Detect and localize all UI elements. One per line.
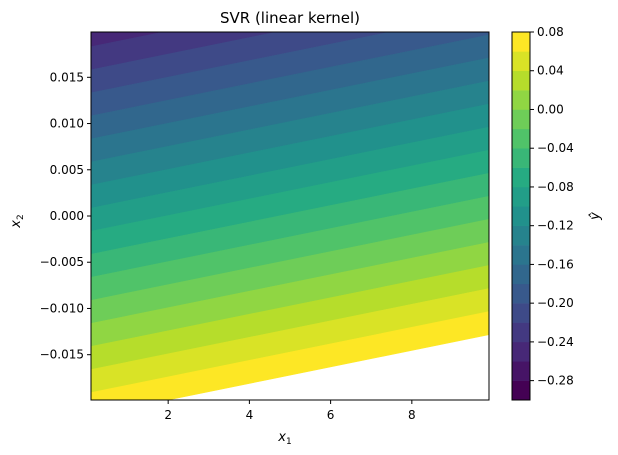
colorbar-tick-label: −0.08 xyxy=(537,180,574,194)
colorbar-segment xyxy=(512,341,530,362)
colorbar-tick-label: −0.16 xyxy=(537,257,574,271)
y-axis-label: x2 xyxy=(9,214,26,228)
colorbar-segment xyxy=(512,32,530,52)
colorbar-segment xyxy=(512,206,530,226)
x-tick-label: 2 xyxy=(164,408,172,422)
colorbar-segment xyxy=(512,167,530,188)
contour-fill-layer xyxy=(91,32,489,400)
colorbar-tick-label: −0.28 xyxy=(537,374,574,388)
colorbar-tick-label: −0.24 xyxy=(537,335,574,349)
colorbar-frame xyxy=(511,31,531,401)
colorbar-segment xyxy=(512,283,530,304)
colorbar-segment xyxy=(512,245,530,265)
colorbar-label: ŷ xyxy=(588,212,603,221)
y-tick-label: −0.015 xyxy=(40,348,84,362)
x-axis-label: x1 xyxy=(277,430,291,447)
colorbar xyxy=(512,32,530,400)
colorbar-segment xyxy=(512,225,530,246)
y-axis-ticks: −0.015 −0.010 −0.005 0.000 0.005 0.010 0.015 xyxy=(40,70,91,362)
x-tick-label: 4 xyxy=(246,408,254,422)
colorbar-segment xyxy=(512,128,530,149)
x-axis-ticks: 2 4 6 8 xyxy=(164,400,416,422)
y-tick-label: −0.010 xyxy=(40,301,84,315)
y-tick-label: 0.000 xyxy=(50,209,84,223)
y-tick-label: −0.005 xyxy=(40,255,84,269)
contour-band xyxy=(91,311,489,400)
colorbar-segment xyxy=(512,186,530,207)
colorbar-tick-label: −0.12 xyxy=(537,219,574,233)
x-tick-label: 6 xyxy=(327,408,335,422)
colorbar-segment xyxy=(512,90,530,110)
chart-title: SVR (linear kernel) xyxy=(220,9,360,27)
y-tick-label: 0.015 xyxy=(50,70,84,84)
colorbar-segment xyxy=(512,148,530,168)
colorbar-segment xyxy=(512,361,530,381)
colorbar-tick-label: 0.08 xyxy=(537,25,564,39)
colorbar-segment xyxy=(512,51,530,72)
y-tick-label: 0.010 xyxy=(50,117,84,131)
colorbar-segment xyxy=(512,264,530,285)
x-tick-label: 8 xyxy=(408,408,416,422)
colorbar-segment xyxy=(512,70,530,91)
y-tick-label: 0.005 xyxy=(50,163,84,177)
colorbar-tick-label: −0.20 xyxy=(537,296,574,310)
colorbar-segment xyxy=(512,322,530,343)
colorbar-ticks: −0.28 −0.24 −0.20 −0.16 −0.12 −0.08 −0.04 0.00 0… xyxy=(530,25,574,388)
colorbar-segment xyxy=(512,303,530,323)
colorbar-tick-label: −0.04 xyxy=(537,141,574,155)
colorbar-tick-label: 0.00 xyxy=(537,102,564,116)
colorbar-segment xyxy=(512,109,530,130)
colorbar-tick-label: 0.04 xyxy=(537,64,564,78)
colorbar-segment xyxy=(512,380,530,400)
